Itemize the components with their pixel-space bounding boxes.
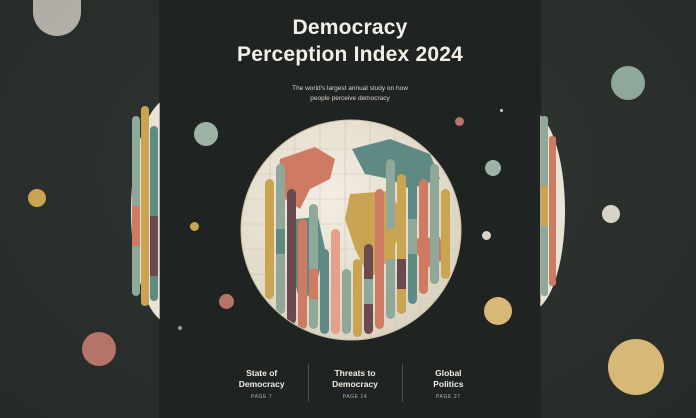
dot: [219, 294, 234, 309]
section-title-line-2: Democracy: [332, 378, 378, 389]
section-global-politics[interactable]: Global Politics PAGE 27: [401, 360, 495, 410]
section-title-line-1: State of: [246, 368, 278, 378]
section-title: Global Politics: [402, 368, 495, 389]
dot: [82, 332, 116, 366]
section-page: PAGE 14: [342, 394, 368, 400]
cover-subtitle: The world's largest annual study on how …: [270, 84, 430, 104]
section-title-line-2: Democracy: [238, 378, 285, 389]
dot: [611, 66, 645, 100]
dot: [178, 326, 182, 330]
dot: [194, 122, 218, 146]
section-title-line-1: Global: [435, 368, 462, 378]
dot: [500, 109, 503, 112]
section-threats-to-democracy[interactable]: Threats to Democracy PAGE 14: [308, 360, 401, 410]
dot: [482, 231, 491, 240]
cover-title: Democracy Perception Index 2024: [160, 14, 540, 68]
right-side-globe: [540, 96, 566, 326]
dot: [485, 160, 501, 176]
section-title: Threats to Democracy: [308, 368, 401, 389]
section-title-line-1: Threats to: [334, 368, 376, 378]
dot: [484, 297, 512, 325]
left-side-globe: [126, 96, 162, 326]
section-page: PAGE 7: [251, 394, 273, 400]
section-page: PAGE 27: [435, 394, 461, 400]
section-nav: State of Democracy PAGE 7 Threats to Dem…: [215, 360, 495, 410]
dot: [608, 339, 664, 395]
dot: [28, 189, 46, 207]
dot: [602, 205, 620, 223]
section-title-line-2: Politics: [433, 378, 464, 389]
cover-title-line-1: Democracy: [292, 16, 408, 39]
dot: [455, 117, 464, 126]
section-state-of-democracy[interactable]: State of Democracy PAGE 7: [215, 360, 308, 410]
globe-illustration: [240, 119, 462, 341]
cover-title-line-2: Perception Index 2024: [237, 43, 463, 66]
dot: [190, 222, 199, 231]
cover-subtitle-line-2: people perceive democracy: [310, 95, 390, 102]
cover-subtitle-line-1: The world's largest annual study on how: [292, 85, 408, 92]
section-title: State of Democracy: [215, 368, 308, 389]
